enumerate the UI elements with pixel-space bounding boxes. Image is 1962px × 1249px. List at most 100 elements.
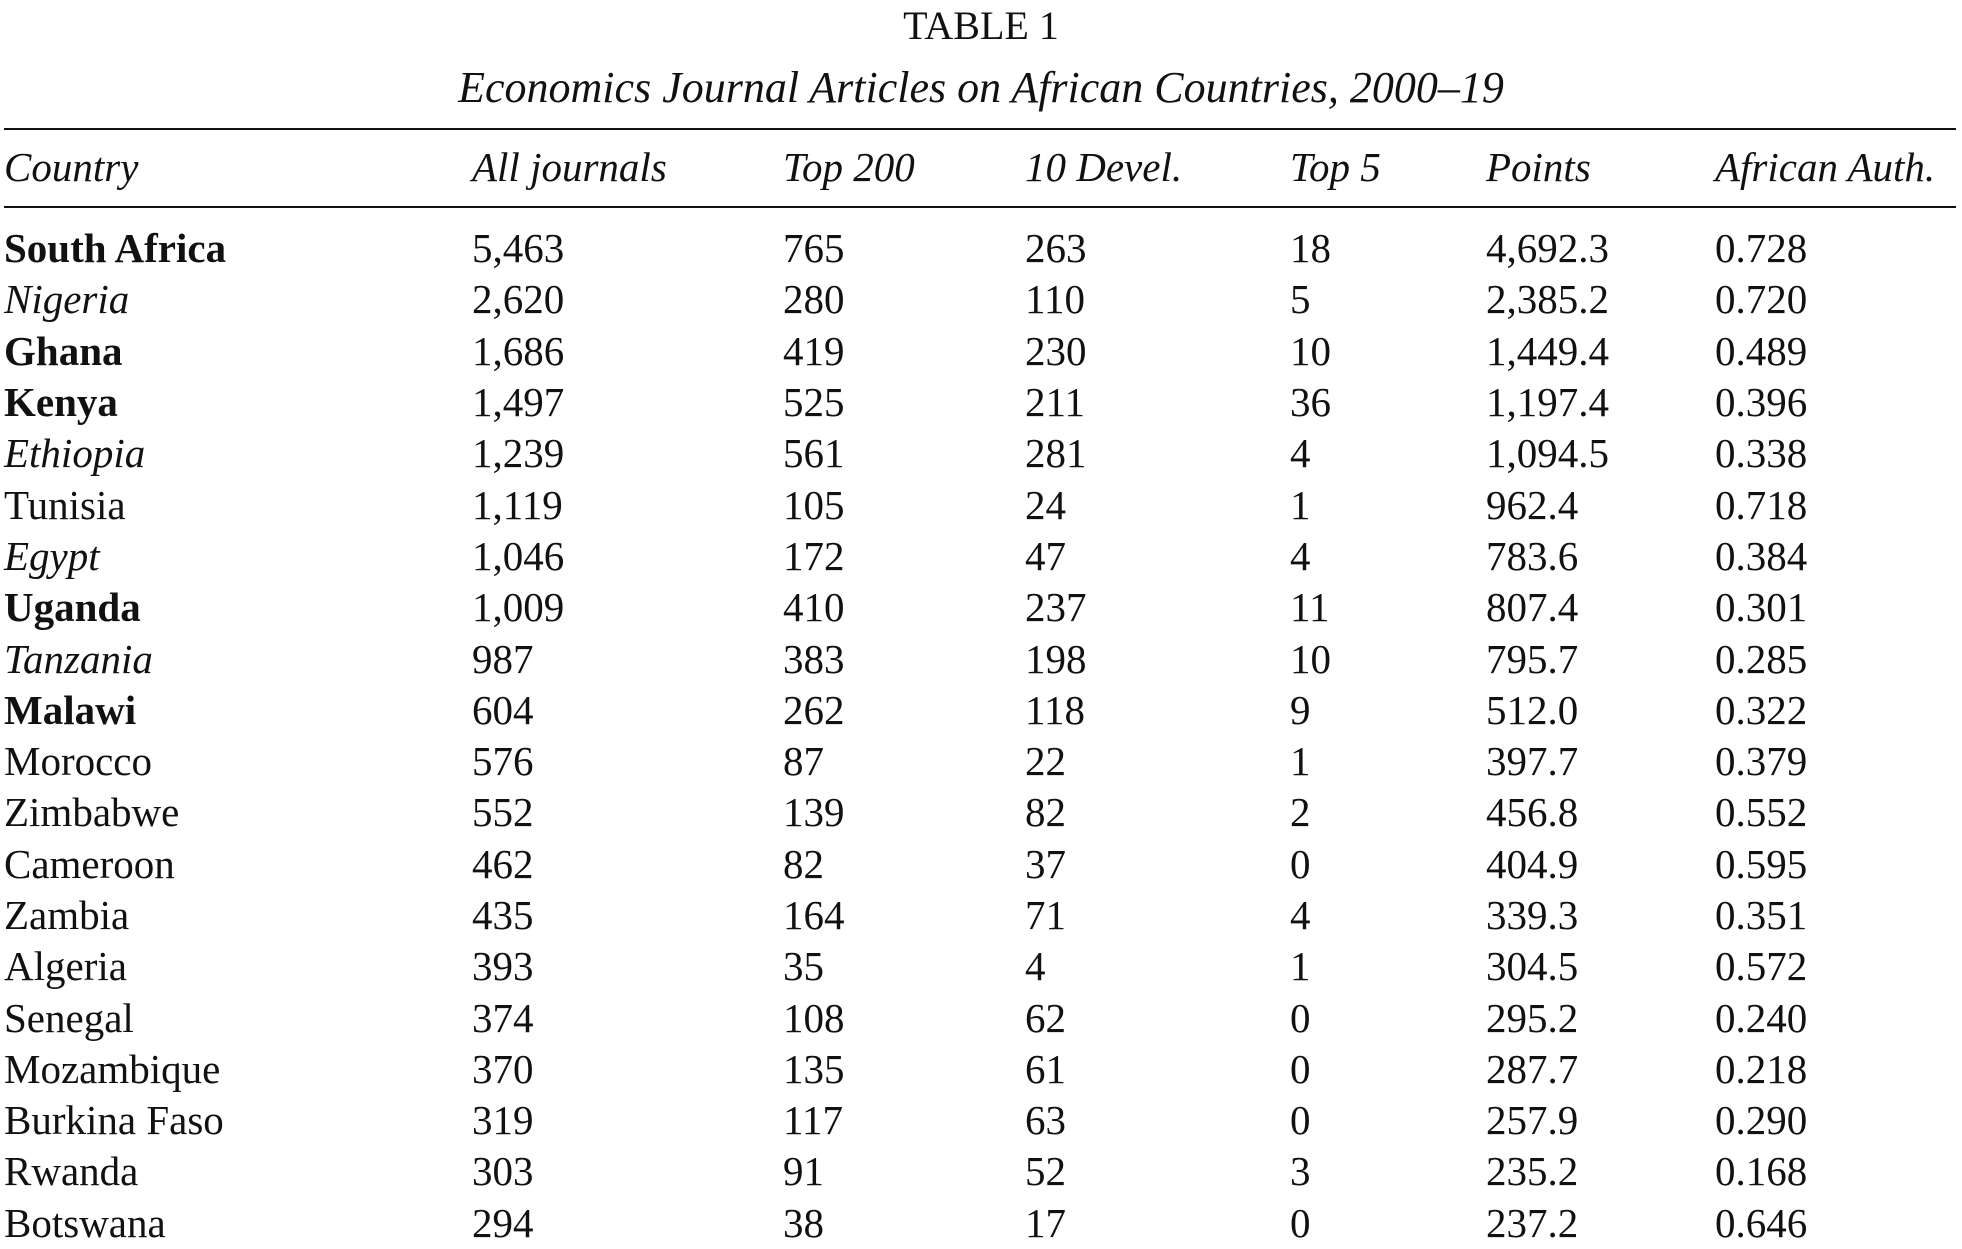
table-row: Zambia 435 164 71 4 339.3 0.351 [4,890,1962,941]
ten-devel-cell: 47 [1025,532,1066,579]
table-body: South Africa 5,463 765 263 18 4,692.3 0.728 Nig… [4,223,1962,1249]
all-journals-cell: 987 [472,635,534,682]
african-auth-cell: 0.720 [1715,276,1808,323]
country-cell: Mozambique [4,1045,221,1092]
all-journals-cell: 1,686 [472,327,565,374]
top-200-cell: 117 [783,1097,843,1144]
ten-devel-cell: 118 [1025,686,1085,733]
top-5-cell: 3 [1290,1148,1311,1195]
ten-devel-cell: 4 [1025,943,1046,990]
all-journals-cell: 303 [472,1148,534,1195]
column-header-all-journals: All journals [472,144,667,190]
all-journals-cell: 462 [472,840,534,887]
ten-devel-cell: 71 [1025,892,1066,938]
top-200-cell: 419 [783,327,845,374]
country-cell: Nigeria [4,276,130,323]
country-cell: Morocco [4,738,153,785]
top-200-cell: 139 [783,789,845,836]
points-cell: 287.7 [1486,1045,1579,1092]
ten-devel-cell: 211 [1025,379,1085,426]
points-cell: 1,094.5 [1486,430,1609,477]
table-row: Malawi 604 262 118 9 512.0 0.322 [4,685,1962,736]
table-row: Ethiopia 1,239 561 281 4 1,094.5 0.338 [4,428,1962,479]
all-journals-cell: 576 [472,738,534,785]
top-5-cell: 1 [1290,943,1311,990]
top-5-cell: 10 [1290,327,1331,374]
african-auth-cell: 0.240 [1715,994,1808,1041]
top-5-cell: 2 [1290,789,1311,836]
top-200-cell: 87 [783,738,824,785]
african-auth-cell: 0.728 [1715,225,1808,272]
country-cell: Senegal [4,994,134,1041]
table-row: Senegal 374 108 62 0 295.2 0.240 [4,992,1962,1043]
top-5-cell: 4 [1290,892,1311,938]
all-journals-cell: 393 [472,943,534,990]
african-auth-cell: 0.552 [1715,789,1808,836]
points-cell: 512.0 [1486,686,1579,733]
african-auth-cell: 0.285 [1715,635,1808,682]
african-auth-cell: 0.290 [1715,1097,1808,1144]
country-cell: South Africa [4,225,227,272]
column-header-african-auth: African Auth. [1715,144,1936,190]
african-auth-cell: 0.595 [1715,840,1808,887]
ten-devel-cell: 62 [1025,994,1066,1041]
ten-devel-cell: 198 [1025,635,1087,682]
top-200-cell: 135 [783,1045,845,1092]
points-cell: 1,197.4 [1486,379,1609,426]
top-5-cell: 1 [1290,738,1311,785]
all-journals-cell: 2,620 [472,276,565,323]
table-row: Botswana 294 38 17 0 237.2 0.646 [4,1198,1962,1249]
table-row: Tunisia 1,119 105 24 1 962.4 0.718 [4,479,1962,530]
table-row: Tanzania 987 383 198 10 795.7 0.285 [4,633,1962,684]
african-auth-cell: 0.379 [1715,738,1808,785]
african-auth-cell: 0.384 [1715,532,1808,579]
all-journals-cell: 1,497 [472,379,565,426]
country-cell: Ghana [4,327,123,374]
all-journals-cell: 1,119 [472,481,563,528]
table-row: Burkina Faso 319 117 63 0 257.9 0.290 [4,1095,1962,1146]
articles-table: Country All journals Top 200 10 Devel. T… [4,139,1962,1249]
country-cell: Egypt [4,532,100,579]
points-cell: 456.8 [1486,789,1579,836]
country-cell: Kenya [4,379,118,426]
african-auth-cell: 0.338 [1715,430,1808,477]
african-auth-cell: 0.168 [1715,1148,1808,1195]
country-cell: Botswana [4,1199,166,1246]
ten-devel-cell: 17 [1025,1199,1066,1246]
top-200-cell: 410 [783,584,845,631]
country-cell: Rwanda [4,1148,139,1195]
african-auth-cell: 0.351 [1715,892,1808,938]
top-5-cell: 11 [1290,584,1330,631]
points-cell: 235.2 [1486,1148,1579,1195]
points-cell: 962.4 [1486,481,1579,528]
column-header-10-devel: 10 Devel. [1025,144,1183,190]
top-200-cell: 561 [783,430,845,477]
ten-devel-cell: 237 [1025,584,1087,631]
top-200-cell: 164 [783,892,845,938]
ten-devel-cell: 52 [1025,1148,1066,1195]
top-200-cell: 38 [783,1199,824,1246]
all-journals-cell: 294 [472,1199,534,1246]
ten-devel-cell: 24 [1025,481,1066,528]
top-5-cell: 0 [1290,1199,1311,1246]
column-header-top-200: Top 200 [783,144,915,190]
top-200-cell: 35 [783,943,824,990]
ten-devel-cell: 63 [1025,1097,1066,1144]
all-journals-cell: 1,046 [472,532,565,579]
header-rule [4,206,1956,208]
ten-devel-cell: 82 [1025,789,1066,836]
all-journals-cell: 370 [472,1045,534,1092]
top-5-cell: 18 [1290,225,1331,272]
table-row: South Africa 5,463 765 263 18 4,692.3 0.728 [4,223,1962,274]
african-auth-cell: 0.646 [1715,1199,1808,1246]
top-5-cell: 0 [1290,840,1311,887]
all-journals-cell: 319 [472,1097,534,1144]
points-cell: 4,692.3 [1486,225,1609,272]
points-cell: 807.4 [1486,584,1579,631]
top-200-cell: 108 [783,994,845,1041]
top-200-cell: 525 [783,379,845,426]
points-cell: 397.7 [1486,738,1579,785]
top-5-cell: 0 [1290,1097,1311,1144]
top-200-cell: 105 [783,481,845,528]
